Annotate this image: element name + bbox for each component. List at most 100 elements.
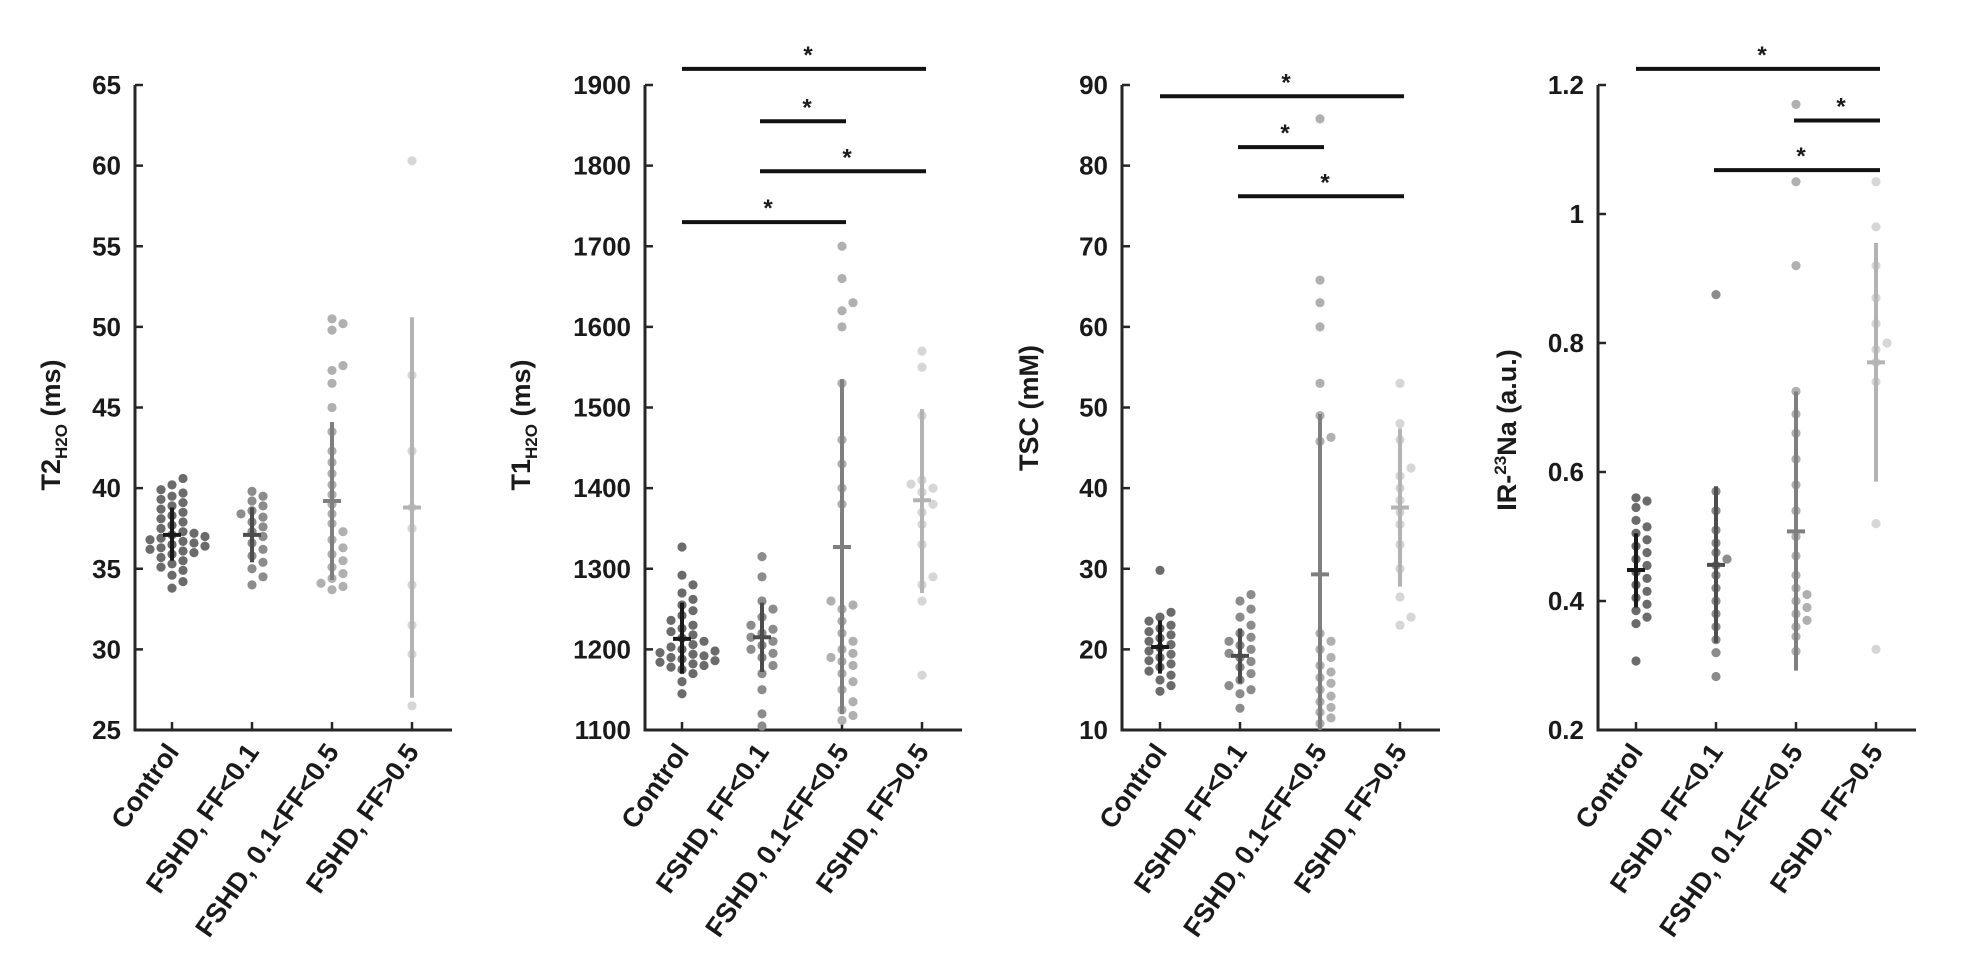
data-point [258, 557, 268, 567]
data-point [677, 570, 687, 580]
data-point [178, 546, 188, 556]
significance-star: * [1280, 120, 1290, 147]
y-axis-title-prefix: IR- [1492, 475, 1522, 511]
data-point [247, 580, 257, 590]
data-point [688, 659, 698, 669]
data-point [189, 528, 199, 538]
x-tick-label: Control [105, 738, 185, 834]
y-axis-title: IR-23Na (a.u.) [1491, 349, 1522, 510]
data-point [327, 365, 337, 376]
y-tick-label: 1900 [573, 70, 631, 100]
data-point [848, 648, 858, 659]
data-point [167, 491, 177, 501]
data-point [757, 685, 767, 695]
data-point [757, 596, 767, 606]
significance-star: * [1836, 93, 1846, 120]
data-point [1642, 548, 1652, 558]
significance-star: * [842, 144, 852, 171]
chart-panel-2: 1100 1200 1300 1400 1500 1600 1700 1800 1900 Cont… [506, 42, 962, 942]
data-point [768, 660, 778, 671]
data-point [1631, 656, 1641, 666]
data-point [746, 632, 756, 642]
data-point [327, 378, 337, 388]
data-point [666, 627, 676, 637]
data-point [1791, 99, 1801, 109]
y-tick-label: 20 [1079, 634, 1108, 664]
y-tick-label: 80 [1079, 151, 1108, 181]
data-point [247, 486, 257, 496]
data-point [327, 325, 337, 335]
data-point [1144, 616, 1154, 626]
y-axis-title-unit: Na (a.u.) [1492, 349, 1522, 456]
data-point [1642, 586, 1652, 596]
data-point [258, 522, 268, 532]
data-point [666, 662, 676, 672]
y-tick-label: 1200 [573, 634, 631, 664]
data-point [837, 241, 847, 251]
data-point [757, 709, 767, 719]
data-point [1802, 615, 1812, 625]
y-tick-label: 1300 [573, 554, 631, 584]
data-point [338, 360, 348, 371]
data-point [167, 583, 177, 593]
data-point [1326, 432, 1336, 442]
data-point [1166, 607, 1176, 617]
data-point [746, 644, 756, 654]
significance-star: * [1796, 143, 1806, 170]
data-point [1235, 689, 1245, 699]
data-point [1166, 670, 1176, 680]
data-point [1326, 636, 1336, 646]
y-tick-label: 25 [92, 715, 121, 745]
y-axis-title-unit: (ms) [506, 360, 536, 425]
y-axis-title: T2H2O (ms) [36, 360, 71, 491]
data-point [848, 660, 858, 671]
data-point [699, 660, 709, 671]
data-point [178, 498, 188, 508]
y-tick-label: 65 [92, 70, 121, 100]
x-tick-label: FSHD, 0.1<FF<0.5 [190, 738, 345, 942]
x-tick-label: FSHD, 0.1<FF<0.5 [1178, 738, 1333, 942]
data-point [688, 606, 698, 616]
data-point [837, 715, 847, 725]
data-point [757, 552, 767, 562]
data-point [189, 538, 199, 548]
data-point [327, 585, 337, 595]
y-axis-title: TSC (mM) [1014, 345, 1044, 471]
data-point [826, 596, 836, 606]
data-point [167, 559, 177, 569]
data-point [407, 156, 417, 166]
data-point [327, 314, 337, 324]
data-point [837, 306, 847, 316]
data-point [1155, 675, 1165, 685]
data-point [768, 648, 778, 659]
y-axis-title-unit: (mM) [1014, 345, 1044, 417]
data-point [768, 624, 778, 634]
data-point [848, 697, 858, 707]
data-point [757, 721, 767, 731]
data-point [928, 483, 938, 493]
data-point [1791, 177, 1801, 187]
data-point [247, 496, 257, 506]
data-point [666, 642, 676, 652]
data-point [710, 656, 720, 666]
y-tick-label: 0.6 [1548, 457, 1584, 487]
data-point [746, 620, 756, 630]
y-tick-label: 40 [1079, 473, 1108, 503]
data-point [167, 501, 177, 511]
data-point [258, 501, 268, 511]
data-point [1315, 378, 1325, 388]
data-point [1722, 554, 1732, 564]
data-point [1395, 620, 1405, 630]
data-point [1642, 573, 1652, 584]
data-point [338, 556, 348, 566]
y-axis-title-main: T1 [506, 459, 536, 491]
data-point [688, 668, 698, 679]
y-tick-label: 1100 [575, 715, 631, 745]
y-tick-label: 10 [1079, 715, 1108, 745]
data-point [316, 578, 326, 588]
data-point [699, 636, 709, 646]
data-point [258, 572, 268, 582]
data-point [1155, 565, 1165, 575]
